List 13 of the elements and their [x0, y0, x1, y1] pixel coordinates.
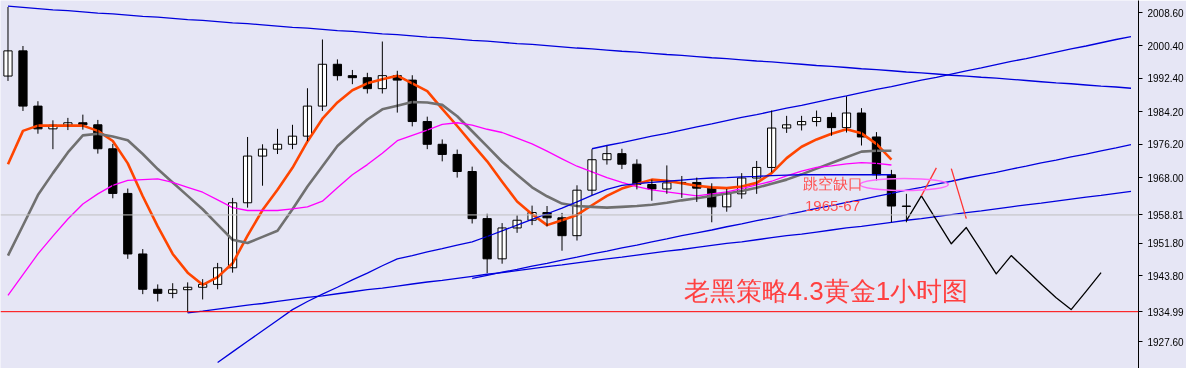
y-tick-label: 1943.80 — [1147, 270, 1185, 282]
y-tick-label: 2008.60 — [1147, 7, 1185, 19]
text: 老黑策略4.3黄金1小时图 — [683, 275, 969, 306]
y-tick-label: 1968.00 — [1147, 172, 1185, 184]
y-tick-label: 2000.40 — [1147, 40, 1185, 52]
annotation: 跳空缺口 — [802, 175, 863, 192]
y-tick-label: 1992.40 — [1147, 73, 1185, 85]
y-tick-label: 1927.60 — [1147, 336, 1185, 348]
ref-line-label: 1958.81 — [1147, 209, 1185, 221]
y-tick-label: 1976.20 — [1147, 139, 1185, 151]
ref-line-label: 1934.99 — [1147, 306, 1185, 318]
y-tick-label: 1984.20 — [1147, 106, 1185, 118]
y-tick-label: 1951.80 — [1147, 238, 1185, 250]
